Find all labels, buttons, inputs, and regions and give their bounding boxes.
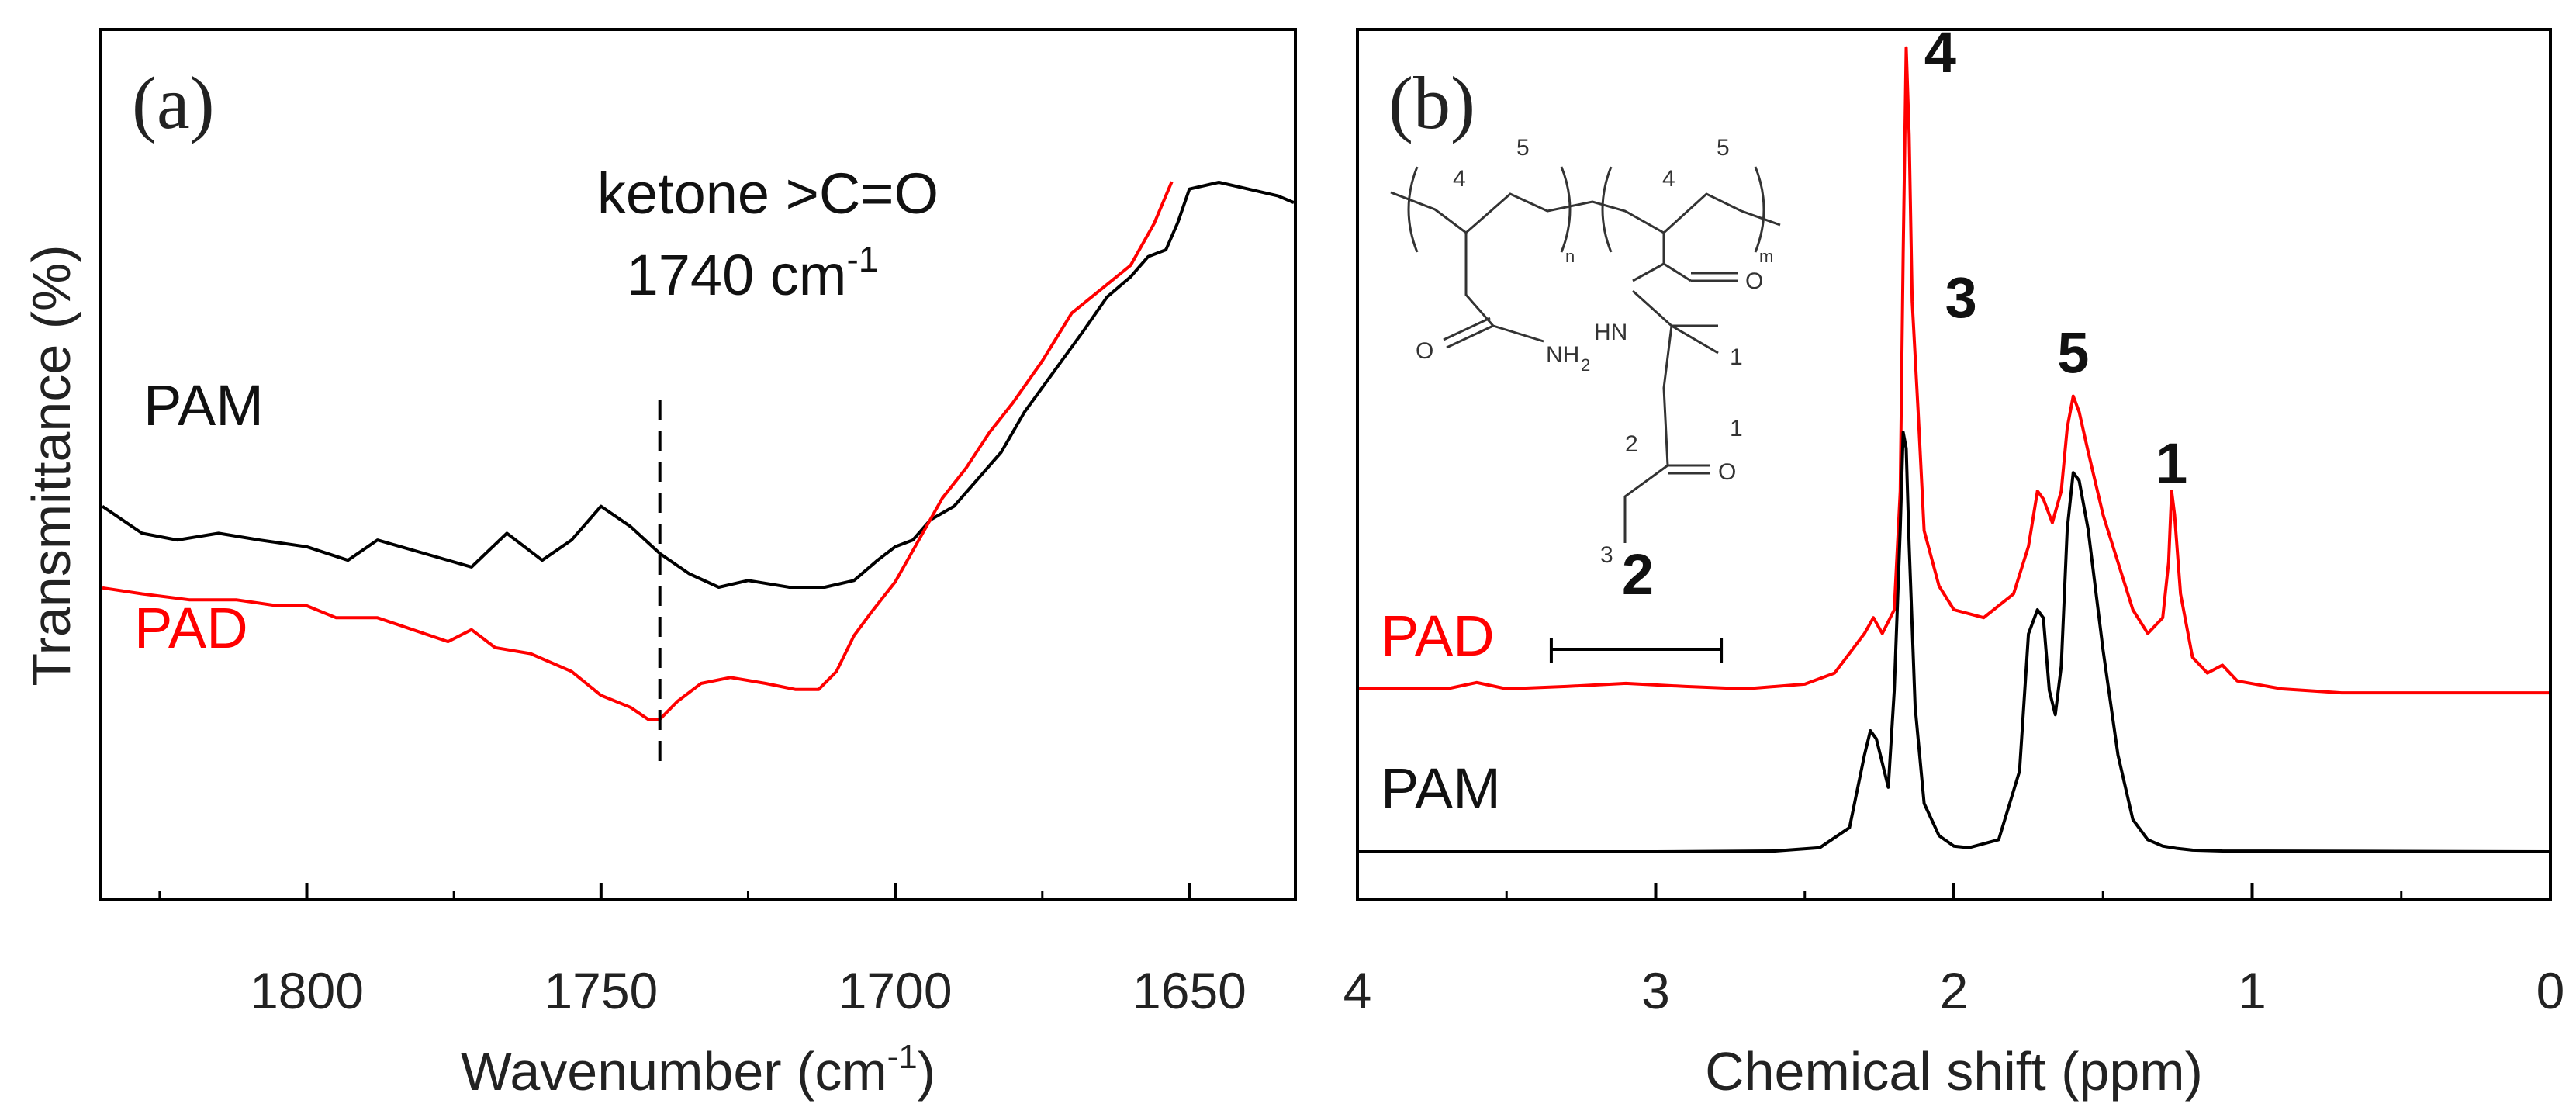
right-pendant [1662,233,1692,282]
x-tick-label: 1800 [250,962,364,1019]
series-line-pam [1359,431,2550,853]
right-nh-chain [1631,289,1718,327]
chem-subscript-m: m [1759,247,1773,266]
panel-b-x-ticks: 4 3 2 1 0 [1343,883,2565,1019]
chem-atom-nh2: NH [1546,342,1579,368]
peak-label-1: 1 [2156,431,2187,496]
bracket-left-open [1407,166,1419,253]
panel-b-peak-labels: 4 3 5 1 2 [1622,20,2187,607]
series-label-pam-b: PAM [1381,756,1501,821]
chem-atom-hn: HN [1594,320,1627,345]
peak-2-bracket [1549,638,1724,663]
chem-atom-o-right: O [1745,268,1763,294]
x-tick-label: 0 [2536,962,2565,1019]
chem-pos-4b: 4 [1662,166,1675,192]
panel-a-frame [99,28,1297,901]
panel-a-y-axis-title: Transmittance (%) [21,244,81,686]
chem-pos-2: 2 [1625,431,1638,457]
chem-pos-1b: 1 [1730,416,1743,441]
left-carbonyl [1446,324,1494,349]
left-carbonyl-2 [1443,317,1491,341]
left-pendant [1464,233,1544,343]
series-line-pam [101,181,1295,589]
backbone [1390,191,1781,234]
ketone-annotation-sup: -1 [846,239,878,279]
ketone-annotation-line2: 1740 cm-1 [627,239,879,307]
bracket-right-close [1754,166,1765,253]
chem-pos-3: 3 [1600,542,1613,568]
x-tick-label: 2 [1940,962,1969,1019]
panel-b-label: (b) [1388,61,1475,144]
chem-atom-o-ketone: O [1718,459,1736,485]
bracket-left-close [1560,166,1572,253]
series-line-pad [102,181,1174,721]
x-tick-label: 1700 [838,962,953,1019]
x-tick-label: 1750 [544,962,658,1019]
x-tick-label: 4 [1343,962,1372,1019]
chem-pos-4a: 4 [1453,166,1466,192]
panel-a-series [101,181,1295,721]
peak-label-5: 5 [2057,320,2089,385]
chem-pos-5a: 5 [1516,135,1530,161]
x-tick-label: 1650 [1132,962,1247,1019]
panel-a-x-axis-sup: -1 [887,1038,918,1076]
panel-a: 1800 1750 1700 1650 (a) ketone >C=O 1740 cm… [21,28,1297,1102]
series-label-pad-b: PAD [1381,604,1495,668]
peak-label-4: 4 [1924,20,1956,85]
series-label-pam-a: PAM [143,373,264,438]
x-tick-label: 1 [2238,962,2267,1019]
series-label-pad-a: PAD [134,596,248,660]
peak-label-3: 3 [1945,265,1977,330]
panel-a-x-axis-title: Wavenumber (cm-1) [461,1038,935,1102]
panel-a-label: (a) [132,61,215,144]
ketone-annotation-line1: ketone >C=O [597,161,939,226]
panel-b-frame [1356,28,2552,901]
right-carbonyl [1632,262,1665,282]
chemical-structure-inset [1390,166,1781,543]
panel-b-series [1359,46,2550,853]
x-tick-label: 3 [1641,962,1670,1019]
panel-b-x-axis-title: Chemical shift (ppm) [1705,1041,2203,1102]
chem-subscript-n: n [1565,247,1575,266]
series-line-pad [1359,46,2549,695]
peak-label-2: 2 [1622,542,1654,607]
panel-a-x-ticks: 1800 1750 1700 1650 [158,883,1247,1019]
chem-atom-o-left: O [1416,338,1433,364]
chem-atom-nh2-sub: 2 [1581,355,1590,375]
chem-pos-1a: 1 [1730,344,1743,370]
right-dimethyl [1671,324,1719,355]
chem-pos-5b: 5 [1717,135,1730,161]
bracket-right-open [1601,166,1613,253]
chemical-structure-labels: 4 5 4 5 1 1 2 3 O NH 2 O HN O n m [1416,135,1773,568]
